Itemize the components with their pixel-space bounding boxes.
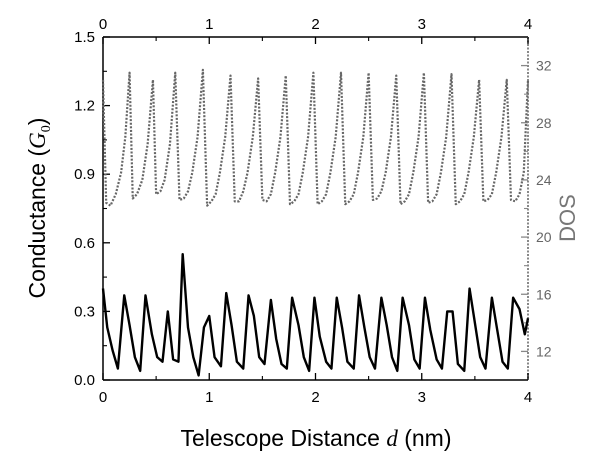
x-top-tick-label: 3 [418, 16, 426, 33]
y-left-tick-label: 0.6 [74, 235, 95, 252]
y-right-tick-label: 12 [536, 343, 552, 359]
y-axis-left-title-post: ) [24, 118, 50, 126]
y-left-tick-label: 1.5 [74, 29, 95, 46]
x-tick-label: 0 [99, 389, 107, 406]
y-right-tick-label: 16 [536, 286, 552, 302]
y-left-tick-label: 1.2 [74, 98, 95, 115]
x-top-tick-label: 4 [524, 16, 532, 33]
x-top-tick-label: 0 [99, 16, 107, 33]
x-top-tick-label: 2 [311, 16, 319, 33]
series-layer [101, 68, 530, 377]
y-left-tick-label: 0.0 [74, 372, 95, 389]
y-left-tick-label: 0.9 [74, 166, 95, 183]
x-axis-title-var: d [386, 426, 398, 451]
x-axis-top: 0 1 2 3 4 [99, 16, 532, 44]
y-axis-left-title-var: G [25, 132, 50, 149]
x-tick-label: 3 [418, 389, 426, 406]
x-axis-title: Telescope Distance d (nm) [180, 425, 451, 451]
y-axis-right-title: DOS [555, 194, 580, 242]
y-axis-left-title: Conductance (G0) [24, 118, 54, 299]
y-axis-left-title-sub: 0 [39, 125, 54, 132]
x-axis-title-post: (nm) [398, 425, 452, 451]
x-top-tick-label: 1 [205, 16, 213, 33]
y-axis-right: 12 16 20 24 28 32 [521, 58, 552, 359]
x-tick-label: 4 [524, 389, 532, 406]
x-axis-title-pre: Telescope Distance [180, 425, 386, 451]
x-axis-bottom: 0 1 2 3 4 [99, 373, 532, 406]
conductance-series-line [101, 253, 530, 377]
y-right-tick-label: 28 [536, 115, 552, 131]
y-axis-left-title-pre: Conductance ( [24, 149, 50, 299]
y-axis-left: 0.0 0.3 0.6 0.9 1.2 1.5 [74, 29, 110, 389]
x-tick-label: 1 [205, 389, 213, 406]
y-right-tick-label: 24 [536, 172, 552, 188]
y-right-tick-label: 32 [536, 58, 552, 74]
x-tick-label: 2 [311, 389, 319, 406]
y-left-tick-label: 0.3 [74, 303, 95, 320]
dos-series-line [101, 68, 530, 207]
y-right-tick-label: 20 [536, 229, 552, 245]
